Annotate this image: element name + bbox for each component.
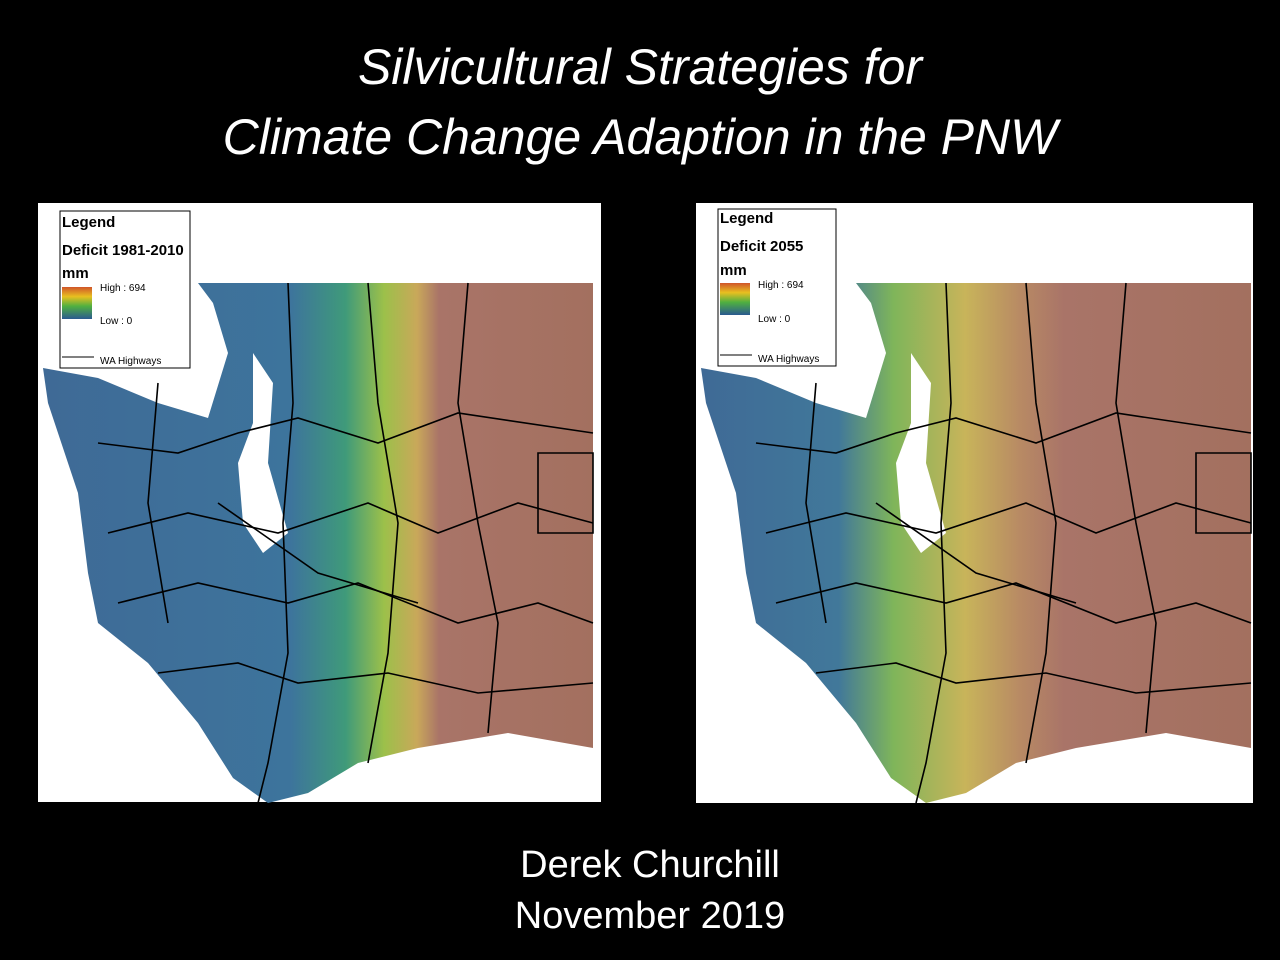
legend-low: Low : 0 [100, 316, 133, 327]
legend: Legend Deficit 2055 mm High : 694 Low : … [717, 208, 837, 367]
date: November 2019 [515, 895, 785, 937]
legend-line: WA Highways [758, 354, 819, 365]
legend: Legend Deficit 1981-2010 mm High : 694 L… [59, 210, 191, 369]
legend-title: Deficit 1981-2010 [62, 242, 184, 259]
map: Legend Deficit 1981-2010 mm High : 694 L… [38, 203, 601, 804]
legend-unit: mm [62, 265, 89, 282]
legend-heading: Legend [720, 210, 773, 227]
title-line: Silvicultural Strategies for [358, 39, 924, 95]
author: Derek Churchill [520, 844, 780, 886]
title-line: Climate Change Adaption in the PNW [223, 109, 1063, 165]
legend-title: Deficit 2055 [720, 238, 803, 255]
legend-high: High : 694 [100, 283, 146, 294]
map: Legend Deficit 2055 mm High : 694 Low : … [696, 203, 1253, 804]
legend-high: High : 694 [758, 280, 804, 291]
legend-unit: mm [720, 262, 747, 279]
legend-heading: Legend [62, 214, 115, 231]
legend-low: Low : 0 [758, 314, 791, 325]
legend-line: WA Highways [100, 356, 161, 367]
